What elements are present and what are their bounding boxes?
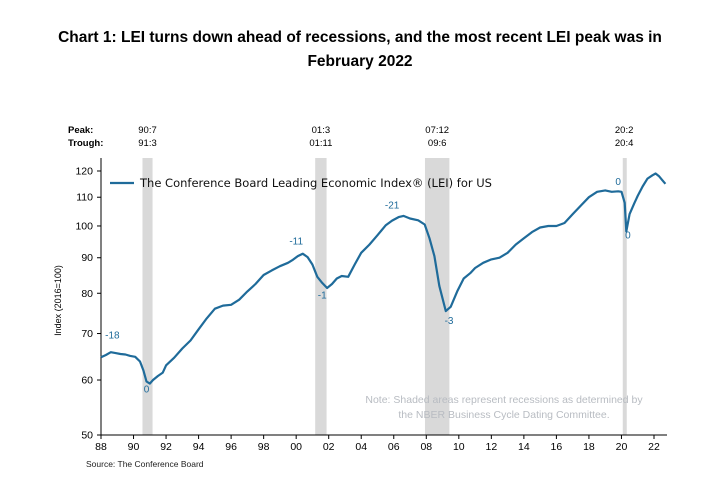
recession-trough-label: 01:11 <box>309 138 332 149</box>
x-tick-label: 08 <box>420 441 432 453</box>
x-tick-label: 12 <box>486 441 498 453</box>
lead-time-annotation: -3 <box>445 316 454 327</box>
x-tick-label: 92 <box>160 441 172 453</box>
x-tick-label: 16 <box>551 441 563 453</box>
recession-peak-label: 90:7 <box>138 125 157 136</box>
lead-time-annotation: 0 <box>625 230 631 241</box>
x-tick-label: 00 <box>290 441 302 453</box>
y-tick-label: 50 <box>81 430 93 442</box>
x-tick-label: 14 <box>518 441 530 453</box>
x-tick-label: 18 <box>583 441 595 453</box>
lead-time-annotation: -11 <box>289 237 303 248</box>
y-tick-label: 90 <box>81 252 93 264</box>
y-tick-label: 60 <box>81 375 93 387</box>
x-tick-label: 04 <box>355 441 367 453</box>
recession-peak-label: 01:3 <box>312 125 331 136</box>
recession-peak-label: 07:12 <box>425 125 449 136</box>
recession-peak-label: 20:2 <box>615 125 634 136</box>
x-tick-label: 90 <box>128 441 140 453</box>
y-tick-label: 120 <box>75 165 93 177</box>
shading-note-line: the NBER Business Cycle Dating Committee… <box>398 409 609 421</box>
chart-title: Chart 1: LEI turns down ahead of recessi… <box>0 26 720 74</box>
x-tick-label: 98 <box>258 441 270 453</box>
x-tick-label: 10 <box>453 441 465 453</box>
x-tick-label: 02 <box>323 441 335 453</box>
y-tick-label: 70 <box>81 328 93 340</box>
shading-note-line: Note: Shaded areas represent recessions … <box>365 394 643 406</box>
x-tick-label: 06 <box>388 441 400 453</box>
trough-row-label: Trough: <box>68 138 103 149</box>
lead-time-annotation: 0 <box>144 384 150 395</box>
y-tick-label: 110 <box>76 192 93 204</box>
legend-label: The Conference Board Leading Economic In… <box>139 176 492 190</box>
recession-trough-label: 09:6 <box>428 138 447 149</box>
x-tick-label: 22 <box>648 441 660 453</box>
recession-trough-label: 20:4 <box>615 138 634 149</box>
recession-band-2 <box>315 158 327 435</box>
chart-title-line-1: Chart 1: LEI turns down ahead of recessi… <box>58 29 662 46</box>
lead-time-annotation: 0 <box>615 177 621 188</box>
x-tick-label: 94 <box>193 441 205 453</box>
recession-band-1 <box>142 158 153 435</box>
x-tick-label: 88 <box>95 441 107 453</box>
y-tick-label: 80 <box>81 288 93 300</box>
lead-time-annotation: -21 <box>385 200 400 211</box>
chart-title-line-2: February 2022 <box>307 53 413 70</box>
recession-trough-label: 91:3 <box>138 138 157 149</box>
recession-band-4 <box>622 158 627 435</box>
recession-band-3 <box>424 158 450 435</box>
y-tick-label: 100 <box>75 220 93 232</box>
lead-time-annotation: -1 <box>318 291 327 302</box>
peak-row-label: Peak: <box>68 125 93 136</box>
y-axis-label: Index (2016=100) <box>53 265 63 336</box>
source-note: Source: The Conference Board <box>86 459 204 469</box>
series-line-lei <box>100 172 667 385</box>
x-tick-label: 96 <box>225 441 237 453</box>
x-tick-label: 20 <box>616 441 628 453</box>
lead-time-annotation: -18 <box>105 331 120 342</box>
